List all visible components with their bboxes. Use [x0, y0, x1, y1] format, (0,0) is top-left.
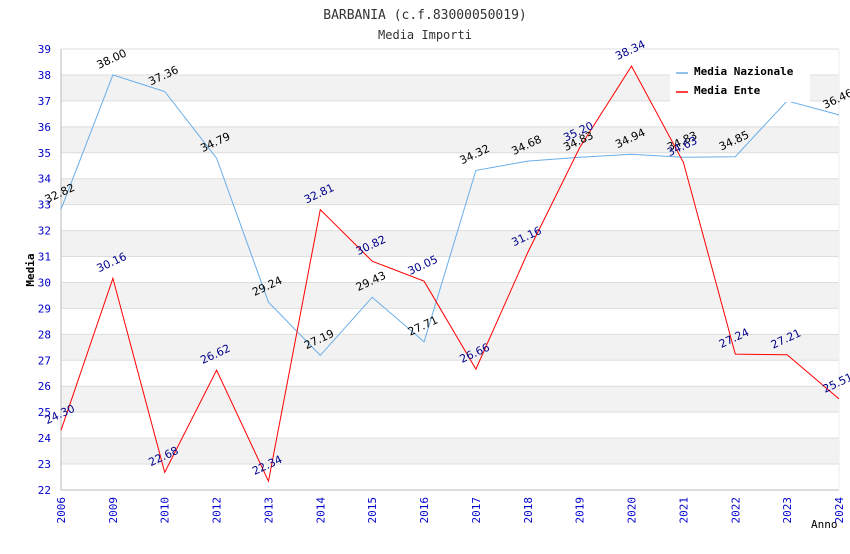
x-tick-label-2010: 2010: [159, 497, 172, 524]
y-tick-label-38: 38: [38, 69, 51, 82]
y-axis-label: Media: [24, 253, 37, 286]
x-tick-label-2023: 2023: [781, 497, 794, 524]
legend-label-ente: Media Ente: [694, 84, 761, 97]
band-27: [61, 334, 839, 361]
data-label-ente-2020: 38.34: [613, 38, 647, 63]
y-tick-label-39: 39: [38, 43, 51, 56]
y-tick-label-32: 32: [38, 225, 51, 238]
x-tick-label-2015: 2015: [366, 497, 379, 524]
y-tick-label-34: 34: [38, 173, 52, 186]
band-35: [61, 126, 839, 153]
x-tick-label-2013: 2013: [262, 497, 275, 524]
y-tick-label-25: 25: [38, 406, 51, 419]
legend-box: [670, 60, 810, 102]
series-lines: [60, 65, 840, 483]
y-tick-label-23: 23: [38, 458, 51, 471]
x-tick-label-2020: 2020: [626, 497, 639, 524]
y-tick-label-36: 36: [38, 121, 51, 134]
x-tick-label-2009: 2009: [107, 497, 120, 524]
band-29: [61, 282, 839, 309]
x-tick-label-2018: 2018: [522, 497, 535, 524]
legend-label-nazionale: Media Nazionale: [694, 65, 794, 78]
x-tick-label-2017: 2017: [470, 497, 483, 524]
x-axis-label: Anno: [811, 518, 838, 531]
x-tick-label-2022: 2022: [729, 497, 742, 524]
y-tick-label-31: 31: [38, 251, 51, 264]
y-tick-label-33: 33: [38, 199, 51, 212]
y-tick-label-28: 28: [38, 328, 51, 341]
y-tick-label-27: 27: [38, 354, 51, 367]
y-axis-ticks: 22 23 24 25 26 27 28 29 30 31 32 33 34 35 36 37 38 39: [38, 43, 52, 497]
grid-lines: [61, 48, 839, 491]
legend: Media Nazionale Media Ente: [670, 60, 810, 102]
series-line-ente: [60, 65, 840, 483]
y-tick-label-26: 26: [38, 380, 51, 393]
x-tick-label-2016: 2016: [418, 497, 431, 524]
background-bands: [61, 74, 839, 465]
y-tick-label-24: 24: [38, 432, 52, 445]
y-tick-label-29: 29: [38, 302, 51, 315]
x-tick-label-2006: 2006: [55, 497, 68, 524]
y-tick-label-22: 22: [38, 484, 51, 497]
data-label-nazionale-2009: 38.00: [95, 47, 129, 72]
chart-subtitle: Media Importi: [378, 28, 472, 42]
y-tick-label-30: 30: [38, 276, 51, 289]
y-tick-label-35: 35: [38, 147, 51, 160]
band-31: [61, 230, 839, 257]
y-tick-label-37: 37: [38, 95, 51, 108]
band-25: [61, 386, 839, 413]
x-tick-label-2019: 2019: [574, 497, 587, 524]
x-tick-label-2024: 2024: [833, 497, 846, 524]
band-33: [61, 178, 839, 205]
x-axis-ticks: 2006 2009 2010 2012 2013 2014 2015 2016 2017 2018…: [55, 497, 846, 524]
x-tick-label-2012: 2012: [211, 497, 224, 524]
chart-title: BARBANIA (c.f.83000050019): [323, 8, 527, 23]
x-tick-label-2021: 2021: [677, 497, 690, 524]
series-line-nazionale: [60, 74, 840, 357]
x-tick-label-2014: 2014: [314, 497, 327, 524]
axes: [60, 49, 840, 491]
band-23: [61, 438, 839, 465]
